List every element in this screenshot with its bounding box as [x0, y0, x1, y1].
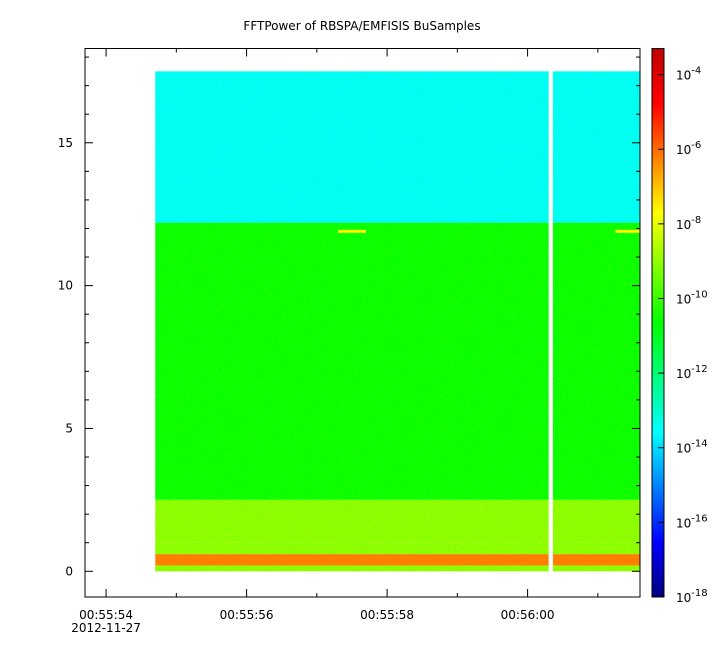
y-tick-label-3: 15: [58, 136, 73, 150]
heatmap-band-noise-2: [155, 499, 640, 543]
chart-title: FFTPower of RBSPA/EMFISIS BuSamples: [243, 19, 480, 33]
colorbar: [651, 48, 665, 598]
colorbar-tick-label-1: 10-6: [676, 140, 701, 157]
colorbar-tick-label-0: 10-4: [676, 66, 701, 83]
x-tick-sublabel-0: 2012-11-27: [71, 621, 141, 635]
y-tick-label-1: 5: [65, 421, 73, 435]
y-axis: 0 5 10 15: [58, 56, 640, 578]
y-tick-label-2: 10: [58, 279, 73, 293]
colorbar-tick-label-3: 10-10: [676, 289, 708, 306]
x-tick-label-3: 00:56:00: [501, 608, 555, 622]
x-tick-label-1: 00:55:56: [220, 608, 274, 622]
colorbar-axis: 10-4 10-6 10-8 10-10 10-12 10-14 10-16 10-18: [658, 66, 708, 605]
x-tick-label-2: 00:55:58: [360, 608, 414, 622]
colorbar-tick-label-5: 10-14: [676, 439, 708, 456]
colorbar-tick-label-2: 10-8: [676, 215, 701, 232]
data-gap-0: [548, 70, 553, 573]
plot-frame: [84, 48, 641, 598]
plot-area: [155, 70, 640, 573]
heatmap-band-noise-5: [155, 565, 640, 572]
heatmap-band-noise-0: [155, 71, 640, 223]
heatmap-band-noise-1: [155, 222, 640, 500]
heatmap-band-noise-4: [155, 554, 640, 566]
colorbar-tick-label-7: 10-18: [676, 588, 708, 605]
colorbar-tick-label-4: 10-12: [676, 364, 708, 381]
heatmap-band-noise-3: [155, 542, 640, 555]
heatmap-feature-1: [615, 229, 640, 233]
heatmap-feature-0: [337, 229, 367, 233]
x-tick-label-0: 00:55:54: [79, 608, 133, 622]
colorbar-tick-label-6: 10-16: [676, 513, 708, 530]
y-tick-label-0: 0: [65, 564, 73, 578]
